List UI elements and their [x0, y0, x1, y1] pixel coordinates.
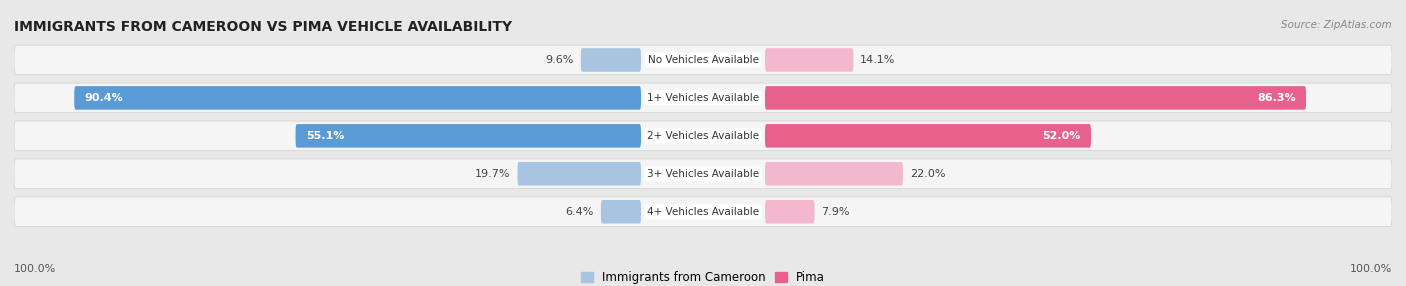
Text: 6.4%: 6.4% [565, 207, 593, 217]
FancyBboxPatch shape [765, 200, 814, 224]
FancyBboxPatch shape [14, 121, 1392, 151]
FancyBboxPatch shape [14, 83, 1392, 113]
Text: 2+ Vehicles Available: 2+ Vehicles Available [647, 131, 759, 141]
Text: 22.0%: 22.0% [910, 169, 945, 179]
Text: 14.1%: 14.1% [860, 55, 896, 65]
Text: 90.4%: 90.4% [84, 93, 124, 103]
Text: 3+ Vehicles Available: 3+ Vehicles Available [647, 169, 759, 179]
FancyBboxPatch shape [600, 200, 641, 224]
FancyBboxPatch shape [14, 197, 1392, 227]
FancyBboxPatch shape [517, 162, 641, 186]
Text: 100.0%: 100.0% [14, 264, 56, 274]
FancyBboxPatch shape [765, 86, 1306, 110]
FancyBboxPatch shape [14, 45, 1392, 75]
FancyBboxPatch shape [14, 159, 1392, 188]
Text: 55.1%: 55.1% [307, 131, 344, 141]
Text: 52.0%: 52.0% [1042, 131, 1081, 141]
FancyBboxPatch shape [765, 48, 853, 72]
Text: 100.0%: 100.0% [1350, 264, 1392, 274]
Text: No Vehicles Available: No Vehicles Available [648, 55, 758, 65]
Text: 1+ Vehicles Available: 1+ Vehicles Available [647, 93, 759, 103]
FancyBboxPatch shape [75, 86, 641, 110]
Text: IMMIGRANTS FROM CAMEROON VS PIMA VEHICLE AVAILABILITY: IMMIGRANTS FROM CAMEROON VS PIMA VEHICLE… [14, 20, 512, 34]
FancyBboxPatch shape [295, 124, 641, 148]
Text: 7.9%: 7.9% [821, 207, 849, 217]
FancyBboxPatch shape [581, 48, 641, 72]
Text: Source: ZipAtlas.com: Source: ZipAtlas.com [1281, 20, 1392, 30]
Text: 9.6%: 9.6% [546, 55, 574, 65]
Legend: Immigrants from Cameroon, Pima: Immigrants from Cameroon, Pima [581, 271, 825, 284]
Text: 4+ Vehicles Available: 4+ Vehicles Available [647, 207, 759, 217]
Text: 19.7%: 19.7% [475, 169, 510, 179]
Text: 86.3%: 86.3% [1257, 93, 1296, 103]
FancyBboxPatch shape [765, 162, 903, 186]
FancyBboxPatch shape [765, 124, 1091, 148]
